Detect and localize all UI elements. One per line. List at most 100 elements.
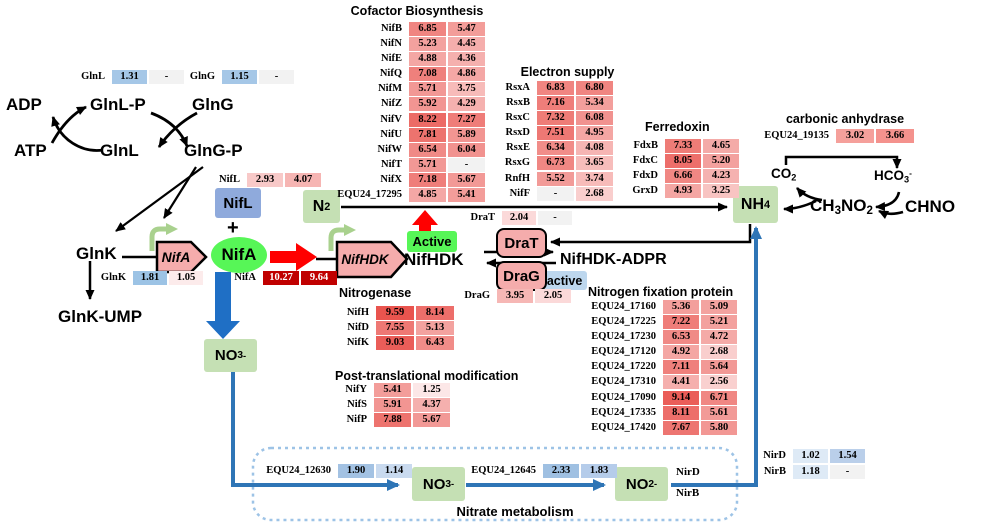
- heat-row: NifY 5.41 1.25: [333, 383, 450, 397]
- heat-cell: 6.04: [448, 142, 485, 157]
- heat-cell: 5.21: [701, 315, 737, 330]
- heat-row: DraG 3.95 2.05: [456, 289, 571, 303]
- heat-row-label: EQU24_17225: [591, 316, 656, 328]
- heat-cell: 7.27: [448, 112, 485, 127]
- nifa-heat-row: NifA 10.27 9.64: [226, 271, 337, 286]
- heat-row: NifE 4.88 4.36: [330, 52, 485, 67]
- nird-label: NirD: [676, 466, 700, 478]
- heat-row-label: NifF: [509, 187, 530, 199]
- heat-cell: 9.14: [663, 390, 699, 405]
- glnk-heat-row: GlnK 1.81 1.05: [95, 271, 203, 286]
- nifhdk-promoter-icon: [328, 227, 344, 251]
- heat-row-label: NifY: [345, 384, 367, 395]
- heat-cell: 4.85: [409, 188, 446, 203]
- heat-row-label: EQU24_17220: [591, 361, 656, 373]
- drat-heat-row: DraT 2.04-: [461, 211, 572, 226]
- heat-cell: 5.13: [416, 321, 454, 336]
- ptm-title: Post-translational modification: [335, 369, 519, 383]
- heat-cell: 9.64: [301, 271, 337, 285]
- heat-cell: 4.86: [448, 67, 485, 82]
- heat-cell: 3.95: [497, 289, 533, 303]
- heat-row-label: RsxC: [505, 112, 530, 124]
- heat-cell: 6.66: [665, 169, 701, 184]
- glngp-to-glnk-arrow: [115, 166, 204, 232]
- heat-cell: 2.68: [576, 186, 613, 201]
- cofactor-table: NifB 6.85 5.47 NifN 5.23 4.45 NifE 4.88 4.36 NifQ…: [330, 22, 485, 203]
- nifa-activation-arrow: [270, 243, 317, 271]
- heat-row-label: GlnL: [81, 71, 105, 82]
- heat-cell: -: [830, 465, 865, 479]
- heat-cell: 8.05: [665, 154, 701, 169]
- heat-row-label: RsxB: [506, 97, 530, 109]
- heat-row-label: GlnK: [100, 272, 126, 283]
- nifhdk-gene-label: NifHDK: [341, 251, 389, 267]
- heat-row-label: NifN: [380, 38, 402, 50]
- nifa-promoter-head: [166, 223, 178, 235]
- heat-cell: 4.41: [663, 375, 699, 390]
- heat-row-label: GrxD: [632, 185, 658, 197]
- heat-row: RsxA 6.83 6.80: [500, 81, 613, 95]
- heat-cell: 5.64: [701, 360, 737, 375]
- heat-row-label: EQU24_17420: [591, 421, 656, 433]
- heat-row: NifT 5.71-: [330, 157, 485, 172]
- heat-row-label: NifT: [381, 158, 402, 170]
- heat-row-label: EQU24_12630: [266, 465, 331, 476]
- heat-row: EQU24_17310 4.41 2.56: [578, 375, 737, 390]
- heat-cell: 5.71: [409, 82, 446, 97]
- heat-row: NifM 5.71 3.75: [330, 82, 485, 97]
- chno-label: CHNO: [905, 197, 956, 216]
- heat-cell: 6.34: [537, 141, 574, 156]
- chno-to-ch3no2-arrow: [878, 209, 904, 220]
- heat-cell: 6.54: [409, 142, 446, 157]
- heat-cell: 1.02: [793, 449, 828, 463]
- heat-cell: 5.36: [663, 300, 699, 314]
- heat-cell: 8.14: [416, 306, 454, 320]
- heat-row: GlnG 1.15-: [188, 70, 294, 84]
- ferredoxin-title: Ferredoxin: [645, 120, 710, 134]
- heat-cell: 5.71: [409, 157, 446, 172]
- heat-row: GlnL 1.31-: [78, 70, 184, 84]
- heat-cell: 9.03: [376, 336, 414, 351]
- heat-cell: 4.92: [663, 345, 699, 360]
- no2-node-bottom: NO 2-: [615, 467, 668, 501]
- nh4-node: NH 4: [733, 186, 778, 223]
- heat-row: EQU24_19135 3.02 3.66: [763, 129, 914, 143]
- heat-row: EQU24_17160 5.36 5.09: [578, 300, 737, 314]
- heat-row-label: EQU24_17230: [591, 331, 656, 343]
- heat-cell: 8.11: [663, 405, 699, 420]
- electron-supply-table: RsxA 6.83 6.80 RsxB 7.16 5.34 RsxC 7.32 6.08 RsxD…: [500, 81, 613, 202]
- nifhdk-promoter-head: [344, 224, 356, 236]
- nifhdk-adpr-label: NifHDK-ADPR: [560, 251, 667, 268]
- heat-row: EQU24_17230 6.53 4.72: [578, 330, 737, 345]
- heat-cell: 1.83: [581, 464, 617, 478]
- heat-cell: -: [259, 70, 294, 84]
- heat-cell: 6.43: [416, 336, 454, 351]
- heat-cell: 6.85: [409, 22, 446, 36]
- nfp-table: EQU24_17160 5.36 5.09 EQU24_17225 7.22 5.21 EQ…: [578, 300, 737, 436]
- equ24-19135-heat-row: EQU24_19135 3.02 3.66: [763, 129, 914, 144]
- heat-cell: 7.81: [409, 127, 446, 142]
- heat-row-label: NifB: [381, 23, 402, 34]
- nifhdk-label: NifHDK: [404, 250, 464, 269]
- heat-row: GlnK 1.81 1.05: [95, 271, 203, 285]
- heat-cell: 3.02: [836, 129, 874, 143]
- heat-row-label: EQU24_12645: [471, 465, 536, 476]
- nird-heat-row: NirD 1.02 1.54: [758, 449, 865, 464]
- nirb-heat-row: NirB 1.18-: [758, 465, 865, 480]
- nifl-heat-row: NifL 2.93 4.07: [210, 173, 321, 188]
- heat-row: RsxE 6.34 4.08: [500, 141, 613, 156]
- heat-cell: 7.08: [409, 67, 446, 82]
- co2-to-hco3-arrow: [784, 155, 902, 169]
- heat-cell: 1.81: [133, 271, 167, 285]
- heat-row: RnfH 5.52 3.74: [500, 171, 613, 186]
- heat-row-label: EQU24_17335: [591, 406, 656, 418]
- heat-row: EQU24_12645 2.33 1.83: [467, 464, 617, 478]
- heat-row-label: FdxB: [633, 140, 658, 151]
- glng-p-label: GlnG-P: [184, 141, 243, 160]
- heat-cell: 5.89: [448, 127, 485, 142]
- heat-row-label: NifU: [380, 128, 402, 140]
- heat-cell: 5.41: [374, 383, 411, 397]
- heat-row: FdxC 8.05 5.20: [628, 154, 739, 169]
- ferredoxin-table: FdxB 7.33 4.65 FdxC 8.05 5.20 FdxD 6.66 4.23 GrxD…: [628, 139, 739, 199]
- heat-cell: 5.52: [537, 171, 574, 186]
